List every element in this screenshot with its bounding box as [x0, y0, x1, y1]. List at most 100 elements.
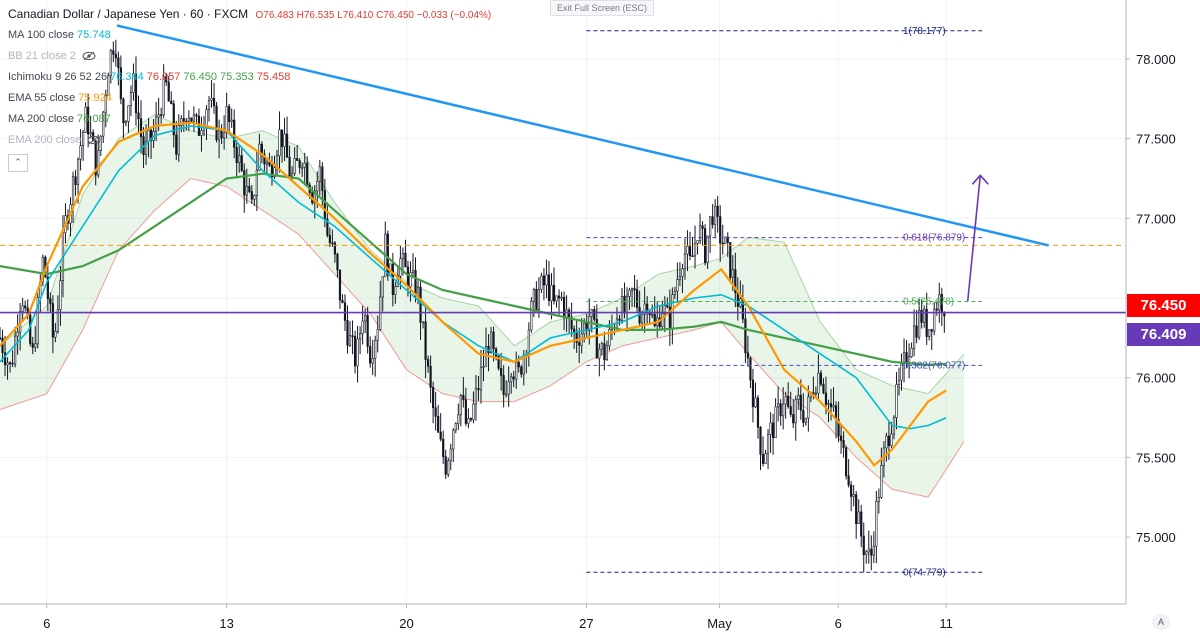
candle-body: [452, 429, 455, 450]
candle-body: [562, 296, 566, 319]
candle-body: [600, 343, 603, 350]
candle-body: [676, 279, 679, 292]
ohlc-values: O76.483 H76.535 L76.410 C76.450 −0.033 (…: [255, 10, 492, 21]
candle-body: [273, 167, 276, 178]
candle-body: [298, 160, 301, 168]
candle-body: [845, 447, 848, 477]
legend-indicator-name: EMA 200 close: [8, 134, 82, 146]
candle-body: [127, 105, 130, 122]
candle-body: [603, 343, 606, 361]
eye-hidden-icon[interactable]: [87, 135, 101, 145]
candle-body: [401, 252, 405, 260]
chevron-up-icon[interactable]: ⌃: [8, 154, 28, 172]
time-tick-label: 13: [219, 616, 233, 631]
candle-body: [641, 313, 644, 324]
candle-body: [663, 305, 666, 315]
legend-row[interactable]: Ichimoku 9 26 52 26 76.344 76.057 76.450 75.…: [8, 67, 491, 88]
candle-body: [424, 321, 427, 360]
candle-body: [76, 158, 80, 185]
candle-body: [195, 114, 198, 117]
candle-body: [306, 162, 309, 186]
candle-body: [510, 376, 513, 383]
candle-body: [265, 161, 269, 165]
candle-body: [865, 551, 868, 555]
candle-body: [8, 362, 12, 365]
candle-body: [99, 135, 102, 151]
projection-arrow-line[interactable]: [966, 175, 982, 302]
legend-row[interactable]: EMA 200 close: [8, 130, 491, 151]
candle-body: [207, 100, 211, 110]
candle-body: [323, 190, 326, 220]
candle-body: [817, 372, 820, 394]
candle-body: [243, 170, 246, 196]
legend-value: 76.057: [146, 71, 181, 83]
legend-row[interactable]: MA 200 close 76.087: [8, 109, 491, 130]
candle-body: [457, 414, 460, 424]
candle-body: [500, 367, 503, 376]
legend-row[interactable]: MA 100 close 75.748: [8, 25, 491, 46]
price-axis[interactable]: [1126, 0, 1200, 638]
candle-body: [155, 116, 158, 132]
candle-body: [394, 286, 397, 296]
candle-body: [867, 548, 870, 553]
candle-body: [595, 319, 598, 359]
candle-body: [683, 253, 687, 270]
candle-body: [797, 394, 800, 400]
candle-body: [716, 205, 719, 217]
candle-body: [530, 300, 533, 331]
candle-body: [545, 274, 548, 286]
fib-level-label: 0.5(76.478): [903, 297, 954, 308]
candle-body: [895, 384, 898, 418]
candle-body: [190, 117, 193, 122]
exit-full-screen-button[interactable]: Exit Full Screen (ESC): [550, 0, 655, 16]
candle-body: [175, 134, 178, 155]
candle-body: [177, 125, 180, 155]
candle-body: [920, 309, 923, 323]
auto-scale-button[interactable]: A: [1152, 614, 1170, 630]
candle-body: [192, 114, 196, 122]
eye-hidden-icon[interactable]: [82, 51, 96, 61]
candle-body: [555, 295, 558, 302]
candle-body: [293, 158, 296, 174]
candle-body: [341, 299, 344, 304]
candle-body: [552, 284, 556, 302]
legend-value: 75.353: [220, 71, 254, 83]
candle-body: [494, 348, 498, 357]
trendline[interactable]: [116, 24, 1049, 247]
symbol-title[interactable]: Canadian Dollar / Japanese Yen · 60 · FX…: [8, 7, 249, 21]
candle-body: [82, 132, 85, 147]
candle-body: [437, 416, 440, 433]
candle-body: [779, 403, 782, 417]
candle-body: [59, 280, 62, 310]
indicator-legend: Canadian Dollar / Japanese Yen · 60 · FX…: [8, 4, 491, 151]
price-tick-label: 75.500: [1136, 450, 1176, 465]
legend-row[interactable]: BB 21 close 2: [8, 46, 491, 67]
candle-body: [288, 157, 291, 177]
legend-indicator-name: BB 21 close 2: [8, 50, 76, 62]
candle-body: [842, 440, 845, 449]
time-axis[interactable]: [0, 604, 1126, 638]
candle-body: [537, 289, 540, 310]
legend-value: 75.924: [78, 92, 112, 104]
candle-body: [935, 308, 938, 311]
candle-body: [467, 418, 470, 424]
candle-body: [782, 403, 785, 417]
candle-body: [489, 331, 493, 353]
candle-body: [459, 395, 462, 416]
candle-body: [46, 276, 49, 299]
legend-row[interactable]: EMA 55 close 75.924: [8, 88, 491, 109]
candle-body: [353, 336, 357, 367]
candle-body: [749, 357, 752, 381]
candle-body: [759, 426, 762, 455]
candle-body: [630, 288, 634, 291]
legend-title-row: Canadian Dollar / Japanese Yen · 60 · FX…: [8, 4, 491, 25]
candle-body: [517, 361, 520, 368]
candle-body: [210, 98, 213, 101]
candle-body: [938, 294, 941, 311]
candle-body: [144, 141, 148, 155]
candle-body: [807, 396, 810, 419]
candle-body: [515, 361, 518, 380]
candle-body: [829, 403, 833, 408]
